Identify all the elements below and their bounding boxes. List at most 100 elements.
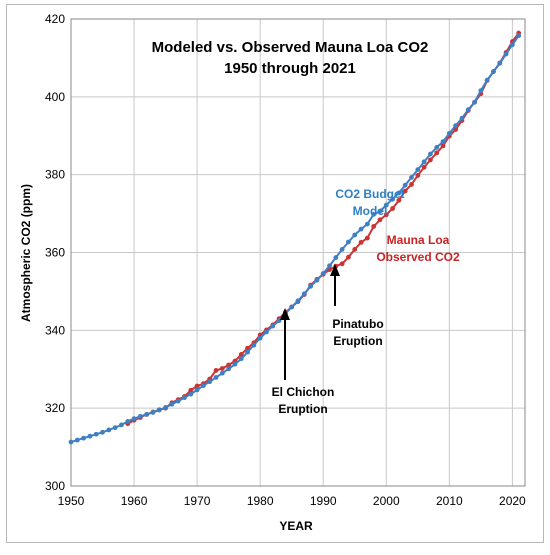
data-point [144, 411, 150, 417]
data-point [320, 271, 326, 276]
data-point [226, 366, 232, 372]
data-point [106, 427, 112, 433]
data-point [415, 167, 421, 173]
data-point [396, 197, 402, 203]
data-point [402, 182, 408, 188]
y-tick-label: 360 [45, 246, 65, 260]
x-tick-label: 1960 [121, 494, 148, 508]
y-tick-label: 400 [45, 90, 65, 104]
y-tick-label: 340 [45, 323, 65, 337]
x-tick-labels: 1950 1960 1970 1980 1990 2000 2010 2020 [58, 494, 526, 508]
data-point [352, 232, 358, 238]
data-point [150, 410, 156, 415]
series-layer [68, 30, 522, 445]
x-axis-label: YEAR [279, 519, 313, 533]
data-point [226, 362, 232, 368]
data-point [339, 246, 345, 252]
data-point [440, 139, 446, 144]
data-point [257, 335, 263, 341]
data-point [453, 123, 459, 129]
data-point [428, 151, 433, 157]
data-point [219, 366, 225, 371]
chart-title-line-1: Modeled vs. Observed Mauna Loa CO2 [152, 39, 429, 56]
data-point [465, 107, 471, 113]
data-point [207, 379, 213, 385]
y-axis-label: Atmospheric CO2 (ppm) [19, 184, 33, 322]
data-point [93, 431, 99, 437]
data-point [346, 254, 351, 260]
pinatubo-label-line-1: Pinatubo [332, 317, 383, 331]
data-point [289, 304, 295, 310]
data-point [68, 439, 74, 445]
data-point [428, 157, 433, 163]
data-point [516, 33, 522, 39]
data-point [446, 131, 452, 136]
data-point [194, 387, 200, 393]
data-point [409, 182, 414, 187]
data-point [434, 145, 440, 150]
data-point [301, 291, 307, 297]
data-point [333, 255, 339, 260]
data-point [402, 188, 408, 194]
data-point [377, 208, 383, 214]
data-point [295, 298, 301, 304]
chart-frame [6, 4, 544, 543]
data-point [484, 77, 490, 83]
pinatubo-label-line-2: Eruption [333, 334, 382, 348]
data-point [396, 190, 402, 196]
data-point [264, 329, 269, 335]
x-tick-label: 1950 [58, 494, 85, 508]
data-point [314, 277, 320, 283]
data-point [232, 361, 238, 367]
x-tick-label: 1980 [247, 494, 274, 508]
x-tick-label: 2020 [499, 494, 526, 508]
data-point [213, 375, 219, 380]
series-1 [68, 33, 522, 445]
data-point [81, 435, 87, 441]
data-point [509, 42, 515, 48]
data-point [371, 224, 377, 229]
data-point [497, 60, 503, 66]
plot-area-border [70, 18, 526, 487]
data-point [188, 387, 194, 393]
data-point [156, 407, 162, 413]
observed-label-line-1: Mauna Loa [387, 233, 450, 247]
data-point [377, 217, 383, 223]
data-point [182, 395, 187, 401]
pinatubo-arrowhead [330, 264, 340, 276]
data-point [434, 150, 440, 156]
model-label-line-1: CO2 Budget [335, 187, 404, 201]
data-point [188, 391, 194, 397]
el-chichon-label-line-1: El Chichon [272, 385, 335, 399]
data-point [219, 370, 225, 376]
y-tick-label: 300 [45, 479, 65, 493]
data-point [201, 383, 206, 388]
data-point [415, 173, 421, 178]
model-label-line-2: Model [353, 204, 388, 218]
el-chichon-arrowhead [280, 308, 290, 320]
y-tick-label: 420 [45, 12, 65, 26]
data-point [131, 416, 137, 422]
el-chichon-label-line-2: Eruption [278, 402, 327, 416]
data-point [125, 419, 131, 424]
data-point [346, 239, 351, 245]
data-point [352, 246, 358, 252]
data-point [421, 159, 427, 165]
x-tick-label: 1970 [184, 494, 211, 508]
data-point [390, 196, 395, 202]
data-point [238, 356, 244, 362]
chart-title-line-2: 1950 through 2021 [224, 60, 356, 77]
data-point [383, 212, 389, 218]
data-point [245, 349, 250, 355]
data-point [472, 99, 477, 105]
data-point [478, 88, 484, 94]
data-point [112, 425, 118, 431]
y-tick-label: 380 [45, 168, 65, 182]
x-tick-label: 1990 [310, 494, 337, 508]
data-point [339, 261, 345, 267]
data-point [119, 422, 124, 428]
data-point [421, 164, 427, 170]
data-point [459, 115, 465, 121]
